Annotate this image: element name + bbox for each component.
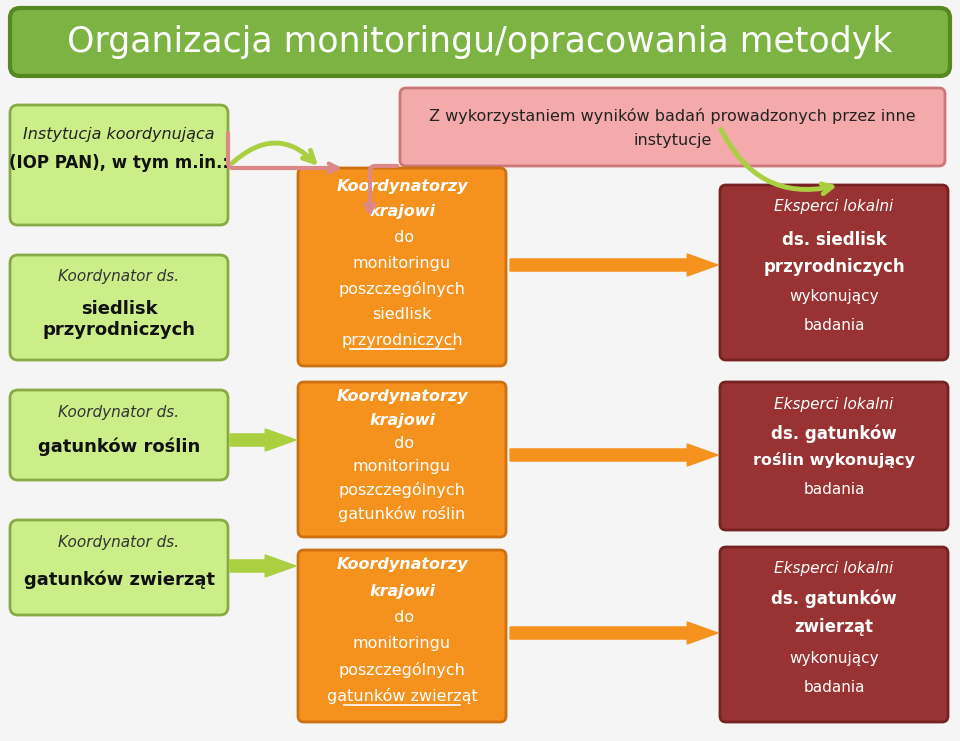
Text: Koordynator ds.: Koordynator ds. xyxy=(59,405,180,419)
FancyBboxPatch shape xyxy=(400,88,945,166)
Text: gatunków roślin: gatunków roślin xyxy=(338,505,466,522)
FancyBboxPatch shape xyxy=(10,255,228,360)
Text: wykonujący: wykonujący xyxy=(789,290,878,305)
Text: przyrodniczych: przyrodniczych xyxy=(763,258,905,276)
Text: Instytucja koordynująca: Instytucja koordynująca xyxy=(23,127,215,142)
Text: poszczególnych: poszczególnych xyxy=(339,281,466,297)
FancyBboxPatch shape xyxy=(10,520,228,615)
Text: Koordynator ds.: Koordynator ds. xyxy=(59,270,180,285)
Text: (IOP PAN), w tym m.in.:: (IOP PAN), w tym m.in.: xyxy=(9,154,229,172)
Text: do: do xyxy=(390,230,415,245)
Polygon shape xyxy=(510,622,718,644)
Text: Organizacja monitoringu/opracowania metodyk: Organizacja monitoringu/opracowania meto… xyxy=(67,25,893,59)
FancyBboxPatch shape xyxy=(10,390,228,480)
FancyBboxPatch shape xyxy=(720,547,948,722)
FancyBboxPatch shape xyxy=(298,168,506,366)
Text: monitoringu: monitoringu xyxy=(353,636,451,651)
Text: Koordynatorzy: Koordynatorzy xyxy=(336,557,468,573)
Text: siedlisk: siedlisk xyxy=(372,307,432,322)
Text: gatunków zwierząt: gatunków zwierząt xyxy=(326,688,477,704)
Polygon shape xyxy=(510,254,718,276)
Text: monitoringu: monitoringu xyxy=(353,459,451,474)
FancyBboxPatch shape xyxy=(10,105,228,225)
Text: przyrodniczych: przyrodniczych xyxy=(341,333,463,348)
FancyBboxPatch shape xyxy=(10,8,950,76)
Text: krajowi: krajowi xyxy=(369,413,435,428)
Text: krajowi: krajowi xyxy=(369,584,435,599)
Text: Eksperci lokalni: Eksperci lokalni xyxy=(775,562,894,576)
Text: Koordynatorzy: Koordynatorzy xyxy=(336,179,468,193)
Text: Koordynatorzy: Koordynatorzy xyxy=(336,390,468,405)
Text: ds. siedlisk: ds. siedlisk xyxy=(781,231,886,249)
Text: wykonujący: wykonujący xyxy=(789,651,878,666)
Text: poszczególnych: poszczególnych xyxy=(339,482,466,499)
Text: do: do xyxy=(390,436,415,451)
Text: siedlisk
przyrodniczych: siedlisk przyrodniczych xyxy=(42,300,196,339)
Polygon shape xyxy=(510,444,718,466)
FancyBboxPatch shape xyxy=(298,382,506,537)
Text: zwierząt: zwierząt xyxy=(795,618,874,636)
Text: badania: badania xyxy=(804,679,865,694)
Text: gatunków roślin: gatunków roślin xyxy=(37,438,200,456)
Text: Eksperci lokalni: Eksperci lokalni xyxy=(775,396,894,411)
Text: ds. gatunków: ds. gatunków xyxy=(771,590,897,608)
Text: monitoringu: monitoringu xyxy=(353,256,451,270)
Text: Eksperci lokalni: Eksperci lokalni xyxy=(775,199,894,214)
FancyBboxPatch shape xyxy=(720,382,948,530)
Text: ds. gatunków: ds. gatunków xyxy=(771,425,897,443)
Polygon shape xyxy=(230,555,296,577)
Text: Koordynator ds.: Koordynator ds. xyxy=(59,534,180,550)
Text: instytucje: instytucje xyxy=(634,133,711,147)
FancyBboxPatch shape xyxy=(720,185,948,360)
Text: Z wykorzystaniem wyników badań prowadzonych przez inne: Z wykorzystaniem wyników badań prowadzon… xyxy=(429,108,916,124)
Text: poszczególnych: poszczególnych xyxy=(339,662,466,678)
Text: badania: badania xyxy=(804,317,865,333)
FancyBboxPatch shape xyxy=(298,550,506,722)
Text: krajowi: krajowi xyxy=(369,205,435,219)
Text: gatunków zwierząt: gatunków zwierząt xyxy=(23,571,214,589)
Text: badania: badania xyxy=(804,482,865,497)
Text: roślin wykonujący: roślin wykonujący xyxy=(753,452,915,468)
Polygon shape xyxy=(230,429,296,451)
Text: do: do xyxy=(390,610,415,625)
